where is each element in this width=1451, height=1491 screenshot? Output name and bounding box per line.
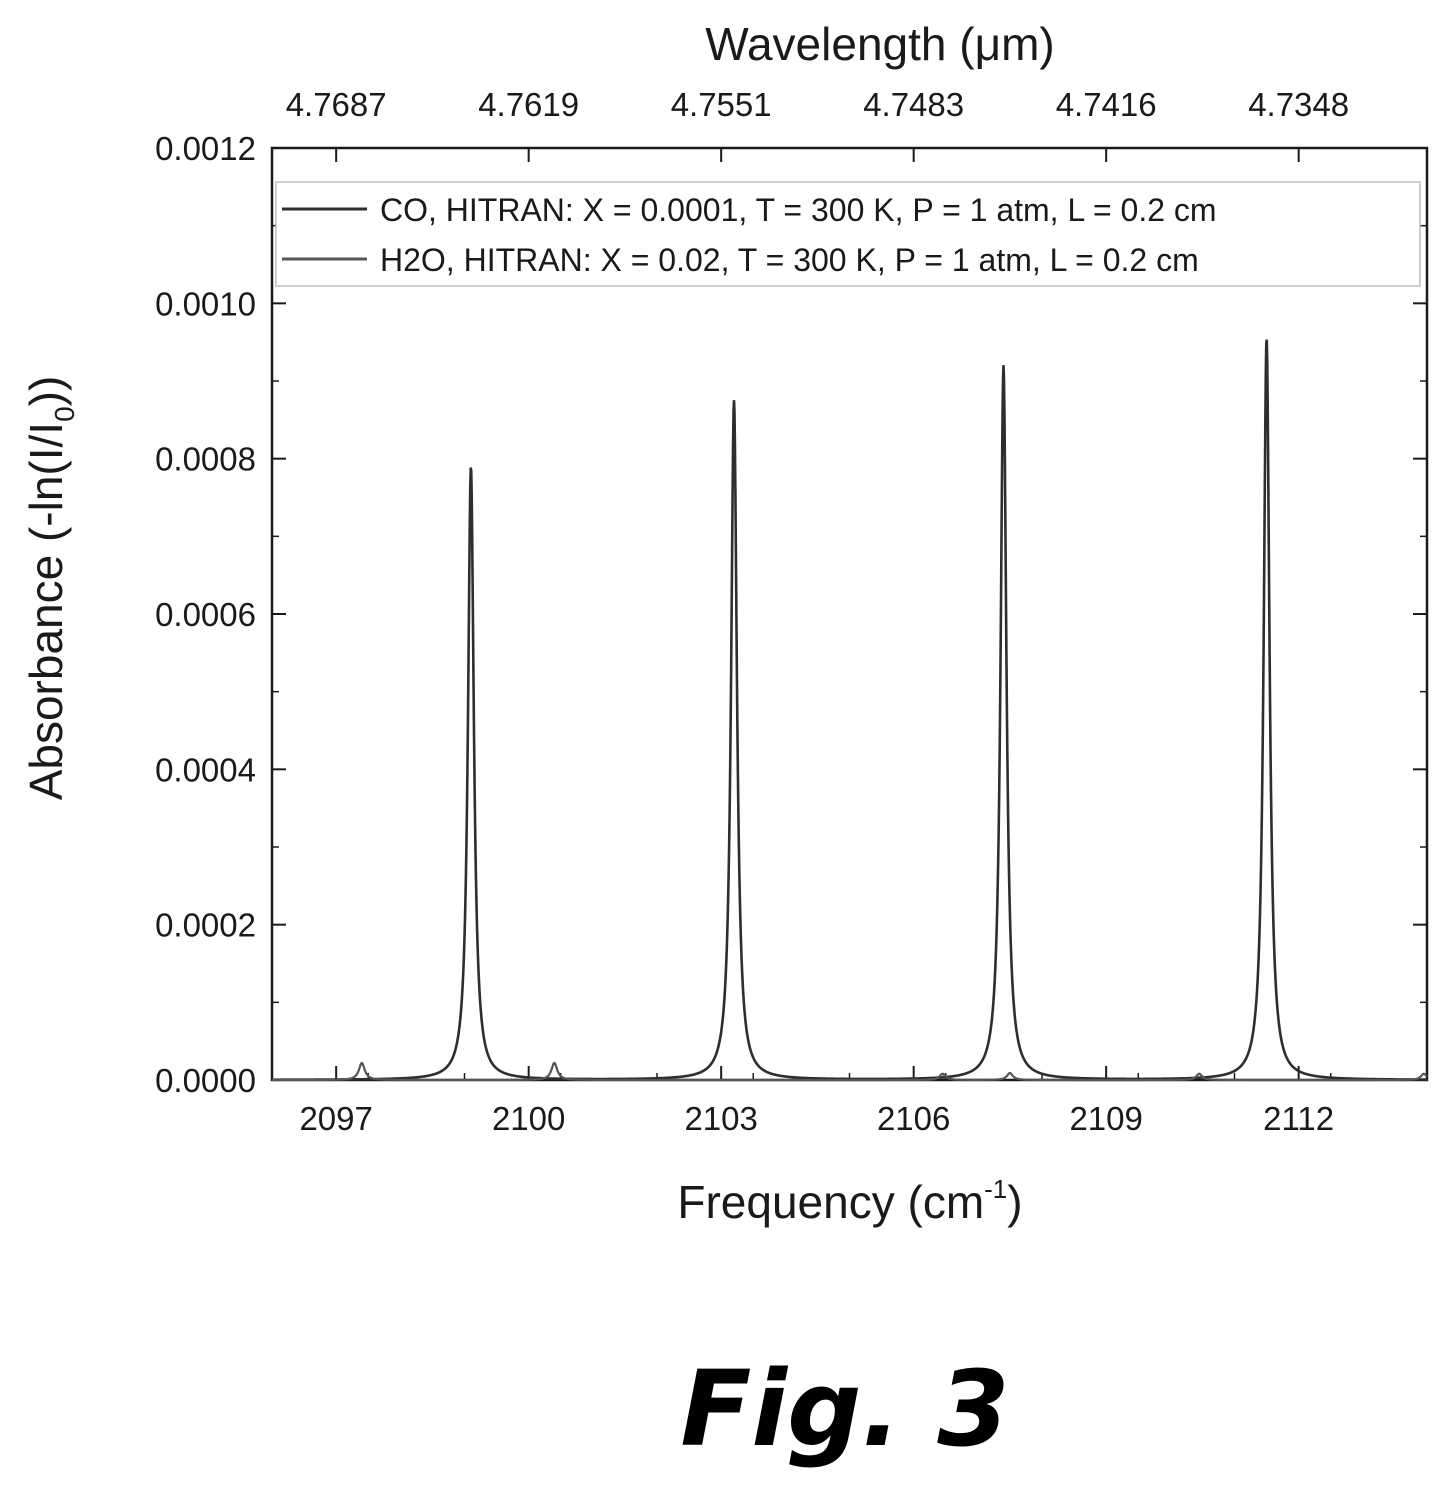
x-tick-label: 2097 bbox=[299, 1100, 372, 1137]
legend-box bbox=[275, 181, 1421, 287]
legend-label-h2o: H2O, HITRAN: X = 0.02, T = 300 K, P = 1 … bbox=[380, 242, 1199, 278]
legend: CO, HITRAN: X = 0.0001, T = 300 K, P = 1… bbox=[275, 181, 1421, 287]
y-axis-title: Absorbance (-ln(I/I0)) bbox=[20, 376, 80, 801]
legend-label-co: CO, HITRAN: X = 0.0001, T = 300 K, P = 1… bbox=[380, 192, 1217, 228]
y-tick-label: 0.0006 bbox=[155, 596, 256, 633]
x-tick-label: 2109 bbox=[1069, 1100, 1142, 1137]
series-line-h2o bbox=[272, 1061, 1428, 1082]
x-tick-label: 2103 bbox=[684, 1100, 757, 1137]
x-tick-labels: 2097 2100 2103 2106 2109 2112 bbox=[299, 1100, 1334, 1137]
y-tick-label: 0.0002 bbox=[155, 907, 256, 944]
x-tick-label: 2112 bbox=[1263, 1100, 1334, 1137]
top-tick-label: 4.7483 bbox=[863, 86, 964, 123]
top-x-axis-title: Wavelength (μm) bbox=[705, 18, 1054, 70]
y-tick-label: 0.0010 bbox=[155, 285, 256, 322]
figure-label: Fig. 3 bbox=[680, 1348, 1009, 1470]
top-tick-label: 4.7348 bbox=[1248, 86, 1349, 123]
y-tick-label: 0.0000 bbox=[155, 1062, 256, 1099]
x-axis-title: Frequency (cm-1) bbox=[677, 1174, 1022, 1228]
top-tick-label: 4.7619 bbox=[478, 86, 579, 123]
top-tick-label: 4.7687 bbox=[286, 86, 387, 123]
x-tick-label: 2100 bbox=[492, 1100, 565, 1137]
y-tick-label: 0.0012 bbox=[155, 130, 256, 167]
top-tick-label: 4.7416 bbox=[1056, 86, 1157, 123]
y-tick-label: 0.0004 bbox=[155, 751, 256, 788]
y-tick-labels: 0.0000 0.0002 0.0004 0.0006 0.0008 0.0010 0.00… bbox=[155, 130, 256, 1099]
top-tick-labels: 4.7687 4.7619 4.7551 4.7483 4.7416 4.7348 bbox=[286, 86, 1349, 123]
x-tick-label: 2106 bbox=[877, 1100, 950, 1137]
y-tick-label: 0.0008 bbox=[155, 441, 256, 478]
top-tick-label: 4.7551 bbox=[671, 86, 772, 123]
series-layer bbox=[272, 339, 1428, 1082]
